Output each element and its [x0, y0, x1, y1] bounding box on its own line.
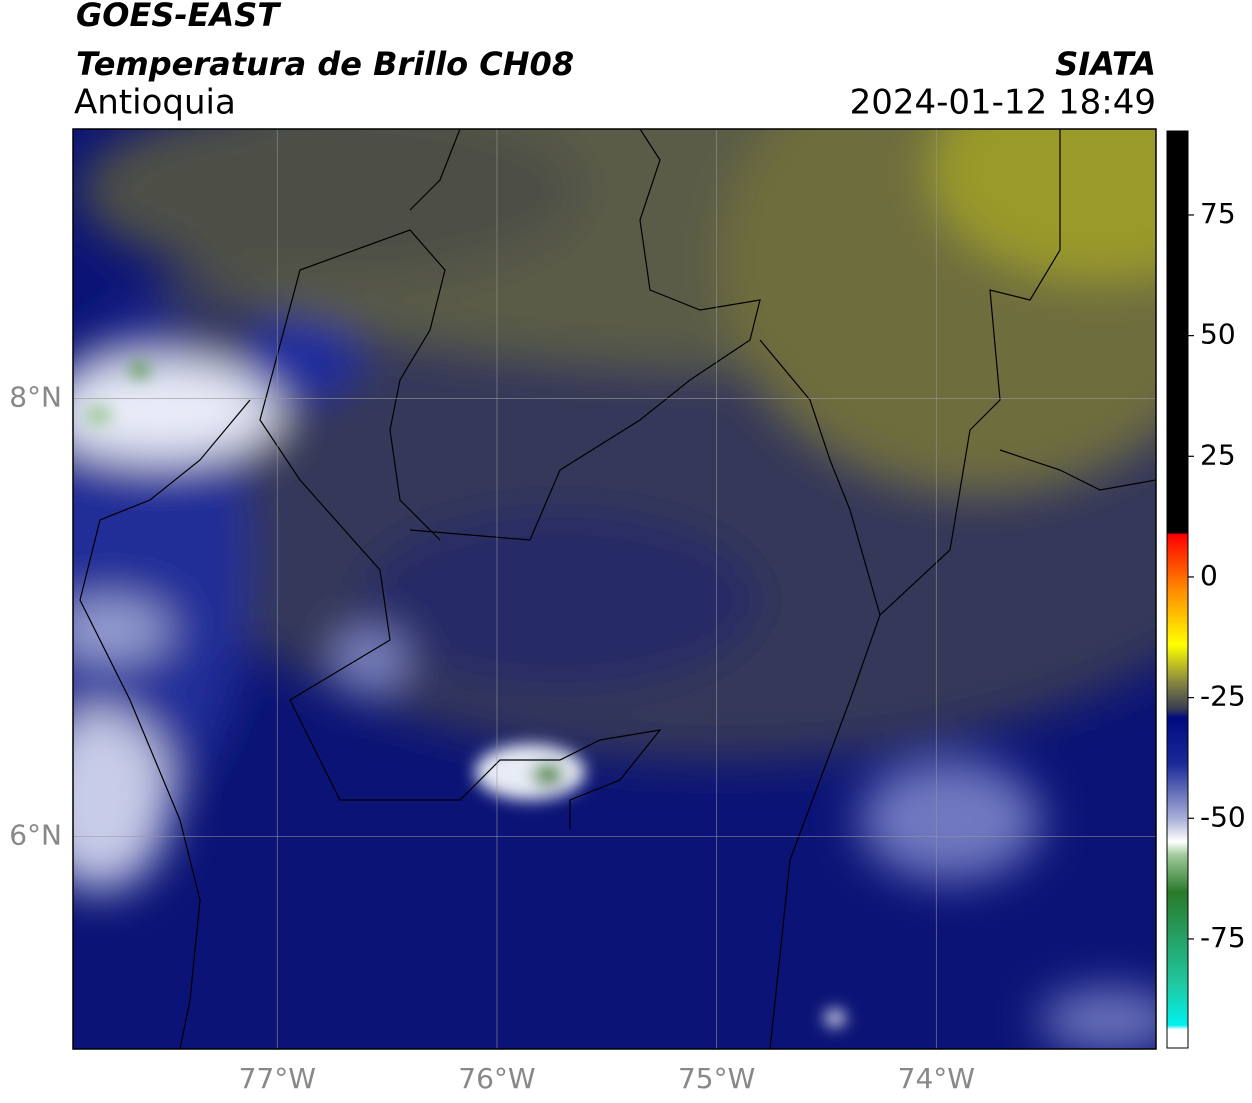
colorbar-tick-label: 75: [1200, 197, 1236, 230]
region: Antioquia: [74, 83, 236, 123]
datetime: 2024-01-12 18:49: [850, 83, 1156, 123]
title: GOES-EAST: [76, 0, 281, 34]
colorbar-tick-label: -25: [1200, 680, 1246, 713]
map-frame: [72, 128, 1157, 1050]
source: SIATA: [1055, 45, 1156, 83]
colorbar-tick-label: 50: [1200, 318, 1236, 351]
borders: [79, 129, 1156, 1049]
subtitle: Temperatura de Brillo CH08: [76, 45, 574, 83]
graticule: [73, 129, 1156, 1049]
satellite-image: [73, 129, 1156, 1049]
colorbar-tick-label: -50: [1200, 800, 1246, 833]
colorbar: [1166, 130, 1189, 1049]
colorbar-tick-label: 25: [1200, 438, 1236, 471]
y-tick-label: 8°N: [9, 380, 62, 413]
y-tick-label: 6°N: [9, 819, 62, 852]
colorbar-tick-label: 0: [1200, 559, 1218, 592]
x-tick-label: 74°W: [898, 1062, 975, 1095]
colorbar-tick-label: -75: [1200, 921, 1246, 954]
x-tick-label: 77°W: [239, 1062, 316, 1095]
x-tick-label: 75°W: [678, 1062, 755, 1095]
x-tick-label: 76°W: [458, 1062, 535, 1095]
